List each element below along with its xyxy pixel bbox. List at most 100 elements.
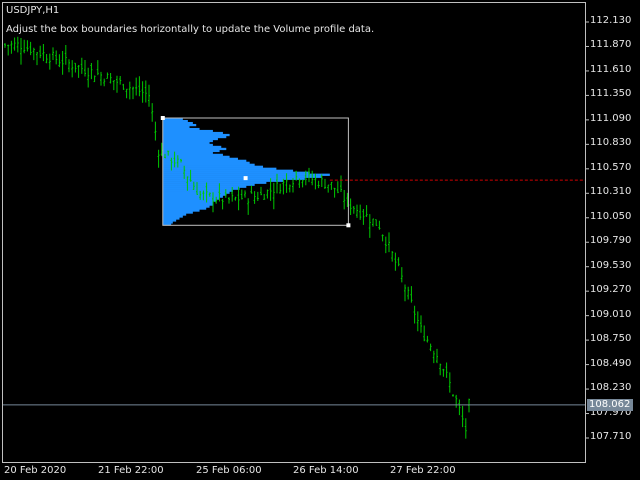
candle (452, 394, 454, 397)
candle (349, 198, 352, 215)
candle (314, 173, 317, 190)
profile-bar (162, 223, 172, 226)
candle (183, 165, 186, 179)
candle (279, 183, 282, 194)
volume-box[interactable] (162, 117, 349, 226)
candle (247, 198, 250, 215)
profile-bar (162, 211, 193, 214)
candle (128, 81, 131, 100)
candle (68, 59, 70, 73)
candle (423, 325, 426, 342)
candle (308, 167, 310, 183)
candle (384, 236, 387, 254)
profile-bar (162, 159, 247, 163)
profile-bar (162, 187, 240, 190)
box-handle-bottom-right[interactable] (346, 223, 351, 228)
profile-bar (162, 145, 222, 149)
candle (237, 186, 240, 211)
candle (157, 149, 160, 168)
profile-bar (162, 155, 230, 159)
candle (263, 193, 266, 200)
candle (71, 60, 74, 78)
profile-bar (162, 215, 183, 218)
candle (64, 44, 67, 65)
candle (170, 157, 173, 171)
candle (55, 50, 58, 65)
box-handle-top-left[interactable] (160, 116, 165, 120)
candle (192, 181, 195, 190)
candle (372, 218, 374, 227)
candle (420, 315, 422, 333)
profile-bar (162, 151, 213, 155)
candle (4, 43, 6, 48)
candle (45, 54, 48, 64)
candle (362, 208, 365, 225)
candle (218, 183, 221, 202)
price-tick-label: 110.830 (590, 137, 632, 149)
candle (365, 205, 368, 217)
time-tick-label: 27 Feb 22:00 (390, 465, 456, 476)
symbol-label: USDJPY,H1 (6, 5, 60, 16)
profile-bar (162, 169, 294, 172)
candle (144, 80, 147, 103)
candle (154, 121, 157, 141)
candle (32, 47, 35, 61)
candle (122, 83, 125, 90)
candle (100, 71, 102, 86)
candle (416, 311, 419, 332)
candle (404, 284, 406, 302)
candle (378, 220, 381, 230)
price-tick-label: 109.270 (590, 284, 632, 296)
profile-bar (162, 147, 227, 151)
candle (272, 182, 275, 210)
price-tick-label: 107.710 (590, 431, 632, 442)
candle (132, 86, 134, 100)
box-handle-middle[interactable] (243, 176, 248, 181)
profile-bar (162, 129, 213, 133)
candle (36, 52, 38, 66)
chart-border (2, 2, 586, 463)
candle (397, 257, 400, 267)
candles (4, 36, 470, 439)
price-tick-label: 111.090 (590, 112, 632, 124)
candle (298, 178, 301, 188)
time-tick-label: 21 Feb 22:00 (98, 465, 164, 476)
profile-bar (162, 157, 238, 161)
candle (240, 189, 243, 200)
candle (356, 204, 358, 218)
candle (448, 372, 451, 393)
candle (176, 155, 179, 168)
profile-bar (162, 119, 188, 123)
candle (77, 64, 80, 78)
candle (52, 47, 54, 60)
candle (340, 175, 342, 193)
candle (410, 286, 413, 303)
candle (167, 150, 170, 156)
profile-bar (162, 183, 255, 186)
candle (320, 174, 323, 188)
candle (215, 196, 218, 204)
volume-profile (162, 118, 330, 226)
candle (16, 36, 19, 53)
candle (180, 158, 182, 163)
hint-text: Adjust the box boundaries horizontally t… (6, 24, 375, 35)
price-tick-label: 108.230 (590, 382, 632, 394)
candle (148, 84, 150, 107)
price-tick-label: 109.790 (590, 235, 632, 247)
candle (282, 178, 285, 195)
price-tick-label: 112.130 (590, 15, 632, 26)
candle (20, 38, 22, 65)
candle (269, 178, 272, 201)
candle (135, 77, 138, 96)
profile-bar (162, 207, 207, 210)
candle (455, 394, 458, 408)
price-tick-label: 109.010 (590, 308, 632, 320)
candle (375, 219, 378, 226)
profile-bar (162, 213, 187, 216)
candle (317, 180, 320, 189)
price-tick-label: 111.610 (590, 63, 632, 75)
profile-bar (162, 179, 284, 182)
profile-bar (162, 125, 190, 129)
candle (260, 186, 262, 196)
